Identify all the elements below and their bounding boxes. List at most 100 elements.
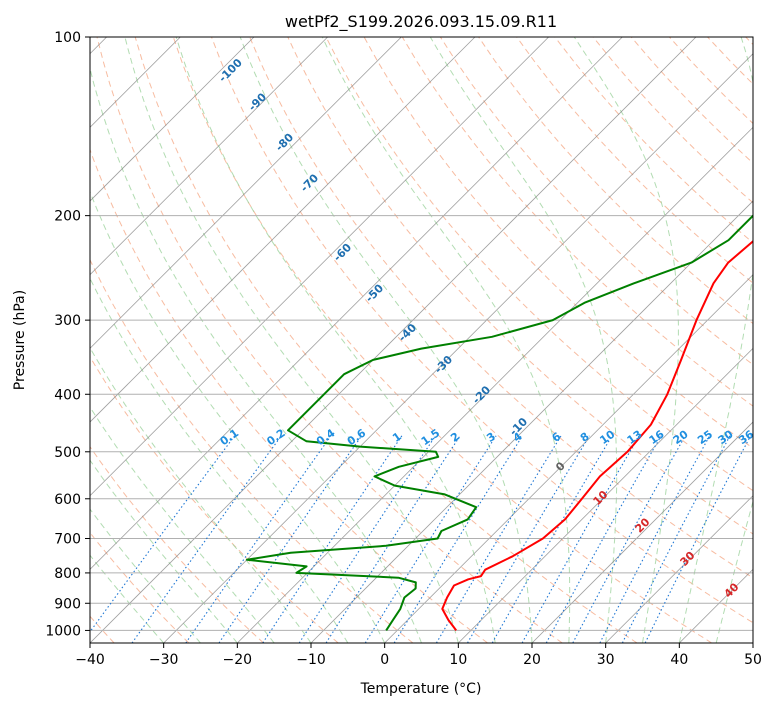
isotherm [310, 200, 753, 643]
y-tick-label: 400 [54, 387, 81, 403]
isotherm [531, 421, 753, 643]
y-axis-title: Pressure (hPa) [12, 290, 28, 390]
moist-adiabat [678, 37, 753, 643]
wet-bulb-label: 20 [633, 515, 653, 535]
mixing-ratio-label: 3 [484, 430, 498, 445]
isotherm [384, 274, 753, 643]
x-axis-title: Temperature (°C) [360, 681, 482, 697]
isotherm [237, 126, 753, 643]
y-axis: 1000 900 800 700 600 500 400 300 200 100 [45, 30, 90, 639]
dry-adiabat [90, 531, 190, 643]
mixing-ratio-line [467, 435, 590, 643]
dry-adiabat-label: -100 [216, 56, 245, 85]
mixing-ratio-label: 1 [390, 430, 404, 445]
dewpoint-line [246, 214, 753, 631]
y-tick-label: 600 [54, 492, 81, 508]
dry-adiabat [172, 37, 712, 643]
x-tick-label: 30 [597, 652, 615, 668]
dry-adiabat-label: -30 [432, 353, 455, 376]
moist-adiabat [90, 277, 349, 643]
mixing-ratio-label: 10 [597, 427, 617, 447]
dry-adiabat-label: -40 [396, 321, 419, 344]
x-tick-label: −30 [149, 652, 179, 668]
plot-frame [89, 36, 754, 644]
mixing-ratio-label: 30 [716, 427, 736, 447]
y-tick-label: 100 [54, 30, 81, 46]
mixing-ratio-label: 0.1 [218, 426, 241, 448]
isotherm [90, 37, 549, 497]
dry-adiabat [516, 37, 753, 284]
mixing-ratio-label: 16 [647, 427, 667, 447]
mixing-ratio-line [644, 435, 752, 643]
mixing-ratio-line [435, 435, 562, 643]
dry-adiabat [325, 37, 753, 492]
mixing-ratio-label: 6 [550, 430, 564, 445]
profile-lines [246, 214, 753, 632]
dry-adiabat [134, 37, 638, 643]
chart-title: wetPf2_S199.2026.093.15.09.R11 [285, 12, 557, 32]
mixing-ratio-line [393, 435, 523, 643]
mixing-ratio-line [521, 435, 640, 643]
temperature-line [441, 239, 753, 632]
mixing-ratio-line [364, 435, 497, 643]
mixing-ratio-line [262, 435, 403, 643]
mixing-ratio-label: 36 [736, 427, 756, 447]
dry-adiabat [554, 37, 753, 244]
x-tick-label: 20 [523, 652, 541, 668]
y-tick-label: 800 [54, 566, 81, 582]
moist-adiabat [90, 406, 275, 643]
mixing-ratio-line [218, 435, 363, 643]
dry-adiabat [745, 37, 753, 46]
dry-adiabat [96, 37, 563, 643]
isotherm [752, 642, 753, 643]
isotherm [90, 37, 476, 423]
isotherm [90, 37, 328, 276]
dry-adiabat [90, 258, 414, 643]
mixing-ratio-label: 25 [695, 428, 715, 447]
mixing-ratio-label: 8 [578, 430, 592, 445]
dry-adiabat [707, 37, 753, 85]
background-lines [90, 37, 753, 643]
dry-adiabat-label: -20 [470, 383, 493, 406]
y-tick-label: 200 [54, 209, 81, 225]
dry-adiabat [249, 37, 753, 579]
y-tick-label: 1000 [45, 623, 81, 639]
dry-adiabat [90, 355, 339, 643]
isotherm [458, 347, 753, 643]
mixing-ratio-line [325, 435, 461, 643]
moist-adiabat [239, 37, 533, 643]
x-tick-label: 0 [380, 652, 389, 668]
mixing-ratio-label: 1.5 [419, 426, 442, 448]
isotherm [90, 37, 697, 643]
mixing-ratio-line [572, 435, 686, 643]
moist-adiabat [321, 37, 571, 643]
moist-adiabat [90, 508, 201, 643]
mixing-ratio-label: 0.2 [264, 426, 287, 448]
mixing-ratio-line [545, 435, 662, 643]
y-tick-label: 500 [54, 445, 81, 461]
moist-adiabat [90, 554, 165, 643]
x-tick-label: −40 [75, 652, 105, 668]
isotherm [90, 37, 255, 202]
dry-adiabat-label: -90 [246, 90, 269, 113]
dry-adiabat [211, 37, 753, 624]
mixing-ratio-line [599, 435, 711, 643]
line-annotations: 0.1 0.2 0.4 0.6 1 1.5 2 3 4 6 8 10 13 16 20 25 30 36-100-… [216, 56, 756, 601]
isotherm [605, 495, 753, 643]
dry-adiabat [287, 37, 753, 535]
dry-adiabat [90, 148, 488, 643]
x-axis: −40 −30 −20 −10 0 10 20 30 40 50 [75, 643, 762, 668]
mixing-ratio-label: 20 [671, 427, 691, 447]
isotherm [163, 53, 753, 643]
dry-adiabat [90, 445, 264, 643]
isotherm [90, 37, 623, 570]
mixing-ratio-line [185, 435, 332, 643]
moist-adiabat [90, 346, 312, 643]
moist-adiabat [90, 190, 386, 643]
moist-adiabat [715, 499, 753, 643]
y-tick-label: 300 [54, 313, 81, 329]
mixing-ratio-line [90, 435, 236, 633]
mixing-ratio-label: 13 [625, 428, 645, 447]
x-tick-label: 10 [449, 652, 467, 668]
moist-adiabat [429, 37, 618, 643]
